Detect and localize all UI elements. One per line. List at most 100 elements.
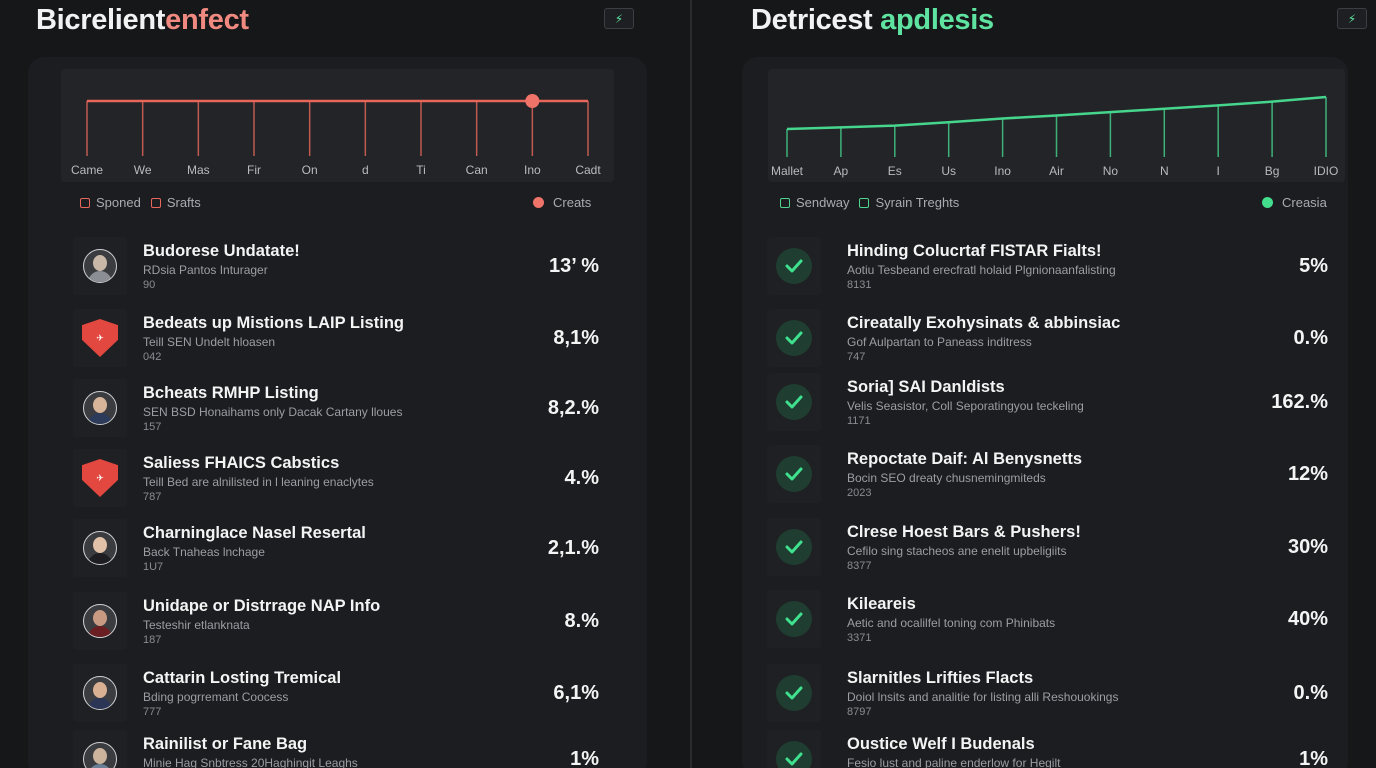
list-item[interactable]: Clrese Hoest Bars & Pushers! Cefilo sing … (767, 518, 1342, 578)
panel-divider (690, 0, 692, 768)
check-icon (776, 456, 812, 492)
right-panel: Mallet Ap Es Us Ino Air No N I Bg IDIO Sendway Syr… (742, 57, 1348, 768)
list-item[interactable]: Hinding Colucrtaf FISTAR Fialts! Aotiu Te… (767, 237, 1342, 297)
item-title: Cattarin Losting Tremical (143, 669, 342, 687)
item-subtitle: Aetic and ocalilfel toning com Phinibats (847, 616, 1056, 630)
item-subtitle: Fesio lust and paline enderlow for Hegil… (847, 756, 1061, 768)
chart-legend: Sponed Srafts (80, 195, 211, 210)
item-subtitle: Velis Seasistor, Coll Seporatingyou teck… (847, 399, 1084, 413)
item-title: Kileareis (847, 595, 916, 613)
item-thumbnail (767, 730, 821, 768)
highlight-point[interactable] (525, 94, 540, 108)
item-subtitle: Bding pogrremant Coocess (143, 690, 289, 704)
list-item[interactable]: Cireatally Exohysinats & abbinsiac Gof Au… (767, 309, 1342, 369)
item-percent: 1% (570, 748, 599, 768)
legend-item[interactable]: Srafts (150, 195, 201, 210)
item-count: 187 (143, 634, 162, 646)
list-item[interactable]: Repoctate Daif: Al Benysnetts Bocin SEO d… (767, 445, 1342, 505)
x-tick-label: Fir (247, 163, 261, 177)
list-item[interactable]: Kileareis Aetic and ocalilfel toning com … (767, 590, 1342, 650)
legend-item[interactable]: Sponed (80, 195, 141, 210)
item-thumbnail (73, 519, 127, 577)
list-item[interactable]: ✈ Bedeats up Mistions LAIP Listing Teill S… (73, 309, 613, 369)
item-thumbnail (73, 379, 127, 437)
legend-label: Sponed (96, 195, 141, 210)
x-tick-label: On (302, 163, 318, 177)
x-tick-label: Ti (416, 163, 426, 177)
item-count: 8797 (847, 706, 872, 718)
item-thumbnail (767, 445, 821, 503)
item-title: Soria] SAI Danldists (847, 378, 1005, 396)
item-title: Rainilist or Fane Bag (143, 735, 308, 753)
item-percent: 8,2.% (547, 397, 599, 419)
item-title: Charninglace Nasel Resertal (143, 524, 366, 542)
item-title: Clrese Hoest Bars & Pushers! (847, 523, 1081, 541)
x-tick-label: Us (941, 164, 956, 178)
trend-chart: Came We Mas Fir On d Ti Can Ino Cadt (61, 69, 614, 182)
item-thumbnail (73, 730, 127, 768)
item-percent: 12% (1287, 463, 1328, 485)
legend-item[interactable]: Sendway (780, 195, 849, 210)
x-tick-label: d (362, 163, 369, 177)
person-icon (83, 531, 117, 565)
x-tick-label: Mas (187, 163, 210, 177)
x-tick-label: Air (1049, 164, 1064, 178)
legend-item[interactable]: Syrain Treghts (859, 195, 959, 210)
list-item[interactable]: Rainilist or Fane Bag Minie Hag Snbtress … (73, 730, 613, 768)
right-dashboard: Detricest apdlesis ⚡ Mallet Ap Es Us Ino Air N… (692, 0, 1376, 768)
item-count: 8377 (847, 560, 872, 572)
list-item[interactable]: Soria] SAI Danldists Velis Seasistor, Col… (767, 373, 1342, 433)
list-item[interactable]: Cattarin Losting Tremical Bding pogrreman… (73, 664, 613, 724)
list-item[interactable]: Slarnitles Lrifties Flacts Doiol lnsits a… (767, 664, 1342, 724)
dot-icon (1262, 197, 1273, 208)
check-icon (776, 384, 812, 420)
item-thumbnail (73, 592, 127, 650)
item-count: 157 (143, 421, 162, 433)
item-percent: 8.% (564, 610, 599, 632)
list-item[interactable]: Unidape or Distrrage NAP Info Testeshir e… (73, 592, 613, 652)
legend-swatch-icon (150, 197, 161, 208)
item-thumbnail (767, 373, 821, 431)
check-icon (776, 601, 812, 637)
item-title: Bedeats up Mistions LAIP Listing (143, 314, 404, 332)
item-title: Saliess FHAICS Cabstics (143, 454, 340, 472)
x-tick-label: Can (466, 163, 488, 177)
list-item[interactable]: Oustice Welf I Budenals Fesio lust and pa… (767, 730, 1342, 768)
item-percent: 13’ % (548, 255, 599, 277)
dot-icon (533, 197, 544, 208)
legend-swatch-icon (80, 197, 90, 208)
list-item[interactable]: Charninglace Nasel Resertal Back Tnaheas … (73, 519, 613, 579)
trend-chart-svg: Came We Mas Fir On d Ti Can Ino Cadt (71, 94, 601, 177)
item-thumbnail (73, 664, 127, 722)
title-highlight: apdlesis (880, 4, 994, 36)
page-title: Detricest apdlesis (751, 4, 994, 37)
x-tick-label: N (1160, 164, 1169, 178)
left-panel: Came We Mas Fir On d Ti Can Ino Cadt Sponed Sraft… (28, 57, 647, 768)
list-item[interactable]: ✈ Saliess FHAICS Cabstics Teill Bed are al… (73, 449, 613, 509)
legend-marker[interactable]: Creats (533, 195, 591, 210)
trend-chart-svg: Mallet Ap Es Us Ino Air No N I Bg IDIO (771, 95, 1338, 178)
trend-chart: Mallet Ap Es Us Ino Air No N I Bg IDIO (768, 69, 1345, 182)
item-title: Slarnitles Lrifties Flacts (847, 669, 1034, 687)
shield-icon: ✈ (82, 459, 118, 497)
item-thumbnail (767, 309, 821, 367)
sparkline-icon[interactable]: ⚡ (604, 8, 634, 29)
person-icon (83, 676, 117, 710)
check-icon (776, 529, 812, 565)
item-title: Cireatally Exohysinats & abbinsiac (847, 314, 1121, 332)
item-percent: 6,1% (553, 682, 599, 704)
title-part: Detricest (751, 4, 881, 36)
item-title: Bcheats RMHP Listing (143, 384, 319, 402)
list-item[interactable]: Bcheats RMHP Listing SEN BSD Honaihams on… (73, 379, 613, 439)
legend-swatch-icon (859, 197, 870, 208)
x-tick-label: Mallet (771, 164, 804, 178)
item-title: Unidape or Distrrage NAP Info (143, 597, 381, 615)
x-tick-label: I (1217, 164, 1220, 178)
item-count: 8131 (847, 279, 872, 291)
item-subtitle: Aotiu Tesbeand erecfratl holaid Plgniona… (847, 263, 1116, 277)
sparkline-icon[interactable]: ⚡ (1337, 8, 1367, 29)
legend-marker[interactable]: Creasia (1262, 195, 1327, 210)
item-thumbnail (767, 664, 821, 722)
list-item[interactable]: Budorese Undatate! RDsia Pantos Inturager… (73, 237, 613, 297)
legend-label: Srafts (166, 195, 201, 210)
